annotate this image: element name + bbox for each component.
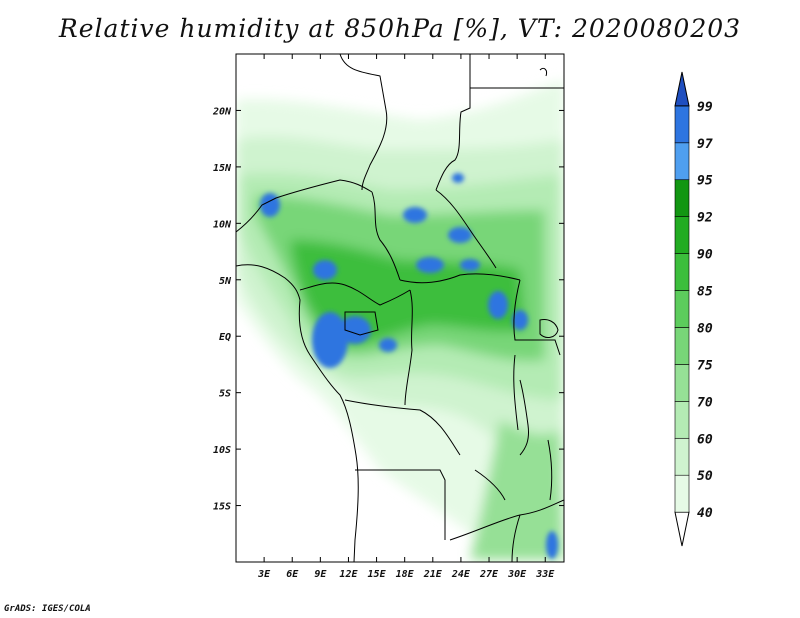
lake-tanganyika: [519, 379, 529, 456]
lat-tick-label: 10S: [213, 445, 231, 456]
border: [339, 54, 388, 191]
grads-credit: GrADS: IGES/COLA: [4, 604, 91, 614]
lon-tick-label: 27E: [479, 569, 499, 580]
humidity-core-97: [448, 227, 472, 243]
border: [474, 469, 506, 501]
lat-tick-label: 10N: [213, 219, 232, 230]
humidity-field: [236, 54, 564, 562]
map-title: Relative humidity at 850hPa [%], VT: 202…: [58, 14, 742, 43]
border: [371, 191, 401, 281]
lon-tick-label: 18E: [396, 569, 415, 580]
colorbar-label: 92: [697, 211, 713, 226]
lon-tick-label: 12E: [339, 569, 358, 580]
border: [513, 354, 519, 431]
colorbar-label: 85: [697, 285, 713, 300]
colorbar-segment: [674, 142, 690, 181]
colorbar-label: 99: [697, 100, 713, 115]
country-boundaries: [236, 54, 564, 562]
colorbar-label: 80: [697, 321, 713, 336]
border: [435, 54, 471, 191]
colorbar-segment: [674, 327, 690, 365]
colorbar-label: 95: [697, 174, 713, 189]
humidity-core-97: [416, 257, 444, 273]
border: [344, 311, 379, 336]
lon-tick-label: 9E: [314, 569, 327, 580]
humidity-core-97: [313, 260, 337, 280]
humidity-region-south: [470, 420, 564, 560]
colorbar-label: 97: [697, 137, 713, 152]
lon-tick-label: 33E: [535, 569, 555, 580]
colorbar-segment: [674, 216, 690, 254]
colorbar-segment: [674, 511, 690, 547]
border: [404, 289, 413, 406]
border: [355, 469, 446, 540]
lat-tick-label: 20N: [212, 106, 232, 117]
colorbar-label: 90: [697, 248, 713, 263]
border: [435, 189, 497, 269]
colorbar-segment: [674, 364, 690, 402]
lon-tick-label: 3E: [257, 569, 271, 580]
border: [299, 282, 411, 306]
colorbar-label: 70: [697, 395, 713, 410]
colorbar: 40 50 60 70 75 80 85 90 92 95 97 99: [674, 71, 713, 547]
lon-tick-label: 24E: [451, 569, 471, 580]
lon-tick-label: 30E: [507, 569, 527, 580]
border: [399, 273, 521, 284]
lat-tick-label: 5N: [219, 276, 232, 287]
colorbar-segment: [674, 179, 690, 217]
lon-tick-label: 6E: [286, 569, 299, 580]
humidity-core-97: [379, 338, 397, 352]
map-frame: [235, 53, 565, 563]
colorbar-label: 75: [697, 358, 713, 373]
lake-victoria: [539, 319, 559, 338]
lon-tick-label: 15E: [368, 569, 387, 580]
colorbar-segment: [674, 401, 690, 439]
lon-tick-label: 21E: [423, 569, 443, 580]
coastline: [236, 264, 359, 562]
border: [344, 399, 461, 456]
border: [236, 179, 373, 233]
colorbar-segment: [674, 253, 690, 291]
humidity-core-97: [512, 310, 528, 330]
lat-tick-label: 15S: [213, 502, 231, 513]
colorbar-label: 60: [697, 432, 713, 447]
humidity-core-97: [312, 312, 348, 368]
border: [513, 279, 561, 356]
lat-tick-label: 5S: [219, 389, 231, 400]
lake-malawi: [547, 439, 553, 501]
lat-tick-label: EQ: [219, 332, 231, 343]
longitude-axis: 3E 6E 9E 12E 15E 18E 21E 24E 27E 30E 33E: [257, 54, 555, 580]
border: [539, 67, 547, 77]
latitude-axis: 20N 15N 10N 5N EQ 5S 10S 15S: [212, 106, 564, 513]
colorbar-segment: [674, 474, 690, 513]
colorbar-segment: [674, 105, 690, 144]
humidity-core-97: [546, 531, 558, 559]
lat-tick-label: 15N: [213, 163, 232, 174]
humidity-core-97: [460, 259, 480, 271]
colorbar-segment: [674, 290, 690, 328]
border: [511, 514, 521, 562]
humidity-core-97: [488, 291, 508, 319]
colorbar-label: 40: [697, 506, 713, 521]
colorbar-segment: [674, 71, 690, 107]
colorbar-label: 50: [697, 469, 713, 484]
humidity-core-97: [339, 316, 371, 344]
humidity-core-97: [452, 173, 464, 183]
colorbar-segment: [674, 437, 690, 476]
humidity-core-97: [403, 207, 427, 223]
